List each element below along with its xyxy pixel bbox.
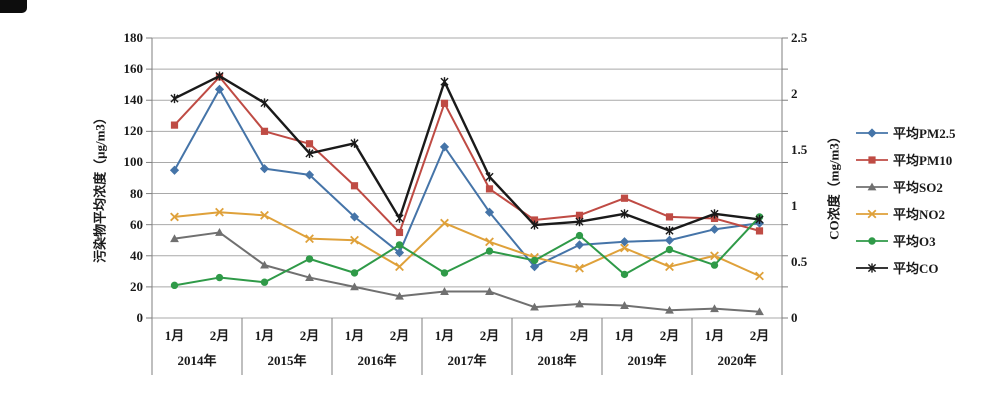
left-axis-tick-label: 160 [123, 61, 144, 77]
x-axis-year-label: 2019年 [627, 353, 667, 368]
legend-marker-so2-icon [856, 182, 888, 190]
x-axis-month-label: 1月 [254, 328, 275, 343]
x-axis-month-label: 2月 [749, 328, 770, 343]
series-line-no2 [173, 211, 761, 277]
x-axis-month-label: 1月 [434, 328, 455, 343]
screen-artifact [0, 0, 27, 13]
legend-item-so2: 平均SO2 [855, 173, 955, 200]
legend-marker-o3-icon [856, 236, 888, 245]
x-axis-year-label: 2015年 [267, 353, 307, 368]
legend-marker-no2-icon [856, 209, 888, 218]
legend-label: 平均PM10 [893, 153, 953, 168]
x-axis-month-label: 1月 [704, 328, 725, 343]
x-axis-year-label: 2016年 [357, 353, 397, 368]
left-axis-tick-label: 140 [123, 92, 144, 108]
x-axis-month-label: 1月 [524, 328, 545, 343]
legend-item-o3: 平均O3 [855, 227, 955, 254]
left-axis-tick-label: 80 [130, 185, 143, 201]
left-axis-tick-label: 120 [123, 123, 144, 139]
x-axis-year-label: 2017年 [447, 353, 487, 368]
x-axis-month-label: 2月 [569, 328, 590, 343]
left-axis-tick-label: 20 [130, 278, 143, 294]
right-axis-tick-label: 2.5 [791, 30, 808, 45]
right-axis-tick-label: 1 [791, 198, 798, 213]
x-axis-month-label: 1月 [164, 328, 185, 343]
x-axis-month-label: 1月 [614, 328, 635, 343]
legend-marker-co-icon [856, 262, 888, 273]
series-line-pm25 [173, 88, 761, 268]
right-axis-tick-label: 0.5 [791, 254, 808, 269]
left-axis-tick-label: 0 [136, 310, 144, 325]
legend-item-pm10: 平均PM10 [855, 146, 955, 173]
series-line-co [173, 74, 761, 232]
left-axis-tick-label: 180 [123, 30, 144, 45]
right-axis-tick-label: 0 [791, 310, 798, 325]
x-axis-year-label: 2018年 [537, 353, 577, 368]
x-axis-year-label: 2014年 [177, 353, 217, 368]
series-line-o3 [173, 215, 761, 287]
legend-marker-pm25-icon [856, 127, 888, 138]
legend-label: 平均O3 [893, 234, 936, 249]
series-markers-no2 [170, 207, 764, 281]
series-markers-o3 [170, 213, 764, 290]
series-line-so2 [173, 231, 761, 313]
series-line-pm10 [173, 75, 761, 234]
left-axis-tick-label: 40 [130, 247, 143, 263]
legend-item-pm25: 平均PM2.5 [855, 119, 955, 146]
x-axis-year-label: 2020年 [717, 353, 757, 368]
legend-marker-pm10-icon [856, 155, 888, 164]
legend-item-no2: 平均NO2 [855, 200, 955, 227]
legend-label: 平均CO [893, 261, 939, 276]
series-markers-pm10 [170, 73, 764, 237]
series-markers-so2 [170, 228, 764, 316]
legend-label: 平均SO2 [893, 180, 943, 195]
series-markers-co [170, 71, 764, 236]
legend-label: 平均NO2 [893, 207, 946, 222]
right-axis-tick-label: 1.5 [791, 142, 808, 157]
x-axis-month-label: 2月 [389, 328, 410, 343]
chart-legend: 平均PM2.5 平均PM10 平均SO2 平均NO2 平均O3 平均CO [855, 119, 955, 281]
x-axis-month-label: 2月 [659, 328, 680, 343]
legend-label: 平均PM2.5 [893, 126, 956, 141]
x-axis-month-label: 2月 [479, 328, 500, 343]
right-axis-tick-label: 2 [791, 86, 798, 101]
left-axis-tick-label: 60 [130, 216, 143, 232]
x-axis-month-label: 2月 [209, 328, 230, 343]
x-axis-month-label: 2月 [299, 328, 320, 343]
left-axis-tick-label: 100 [123, 154, 144, 170]
series-markers-pm25 [169, 84, 765, 272]
x-axis-month-label: 1月 [344, 328, 365, 343]
legend-item-co: 平均CO [855, 254, 955, 281]
